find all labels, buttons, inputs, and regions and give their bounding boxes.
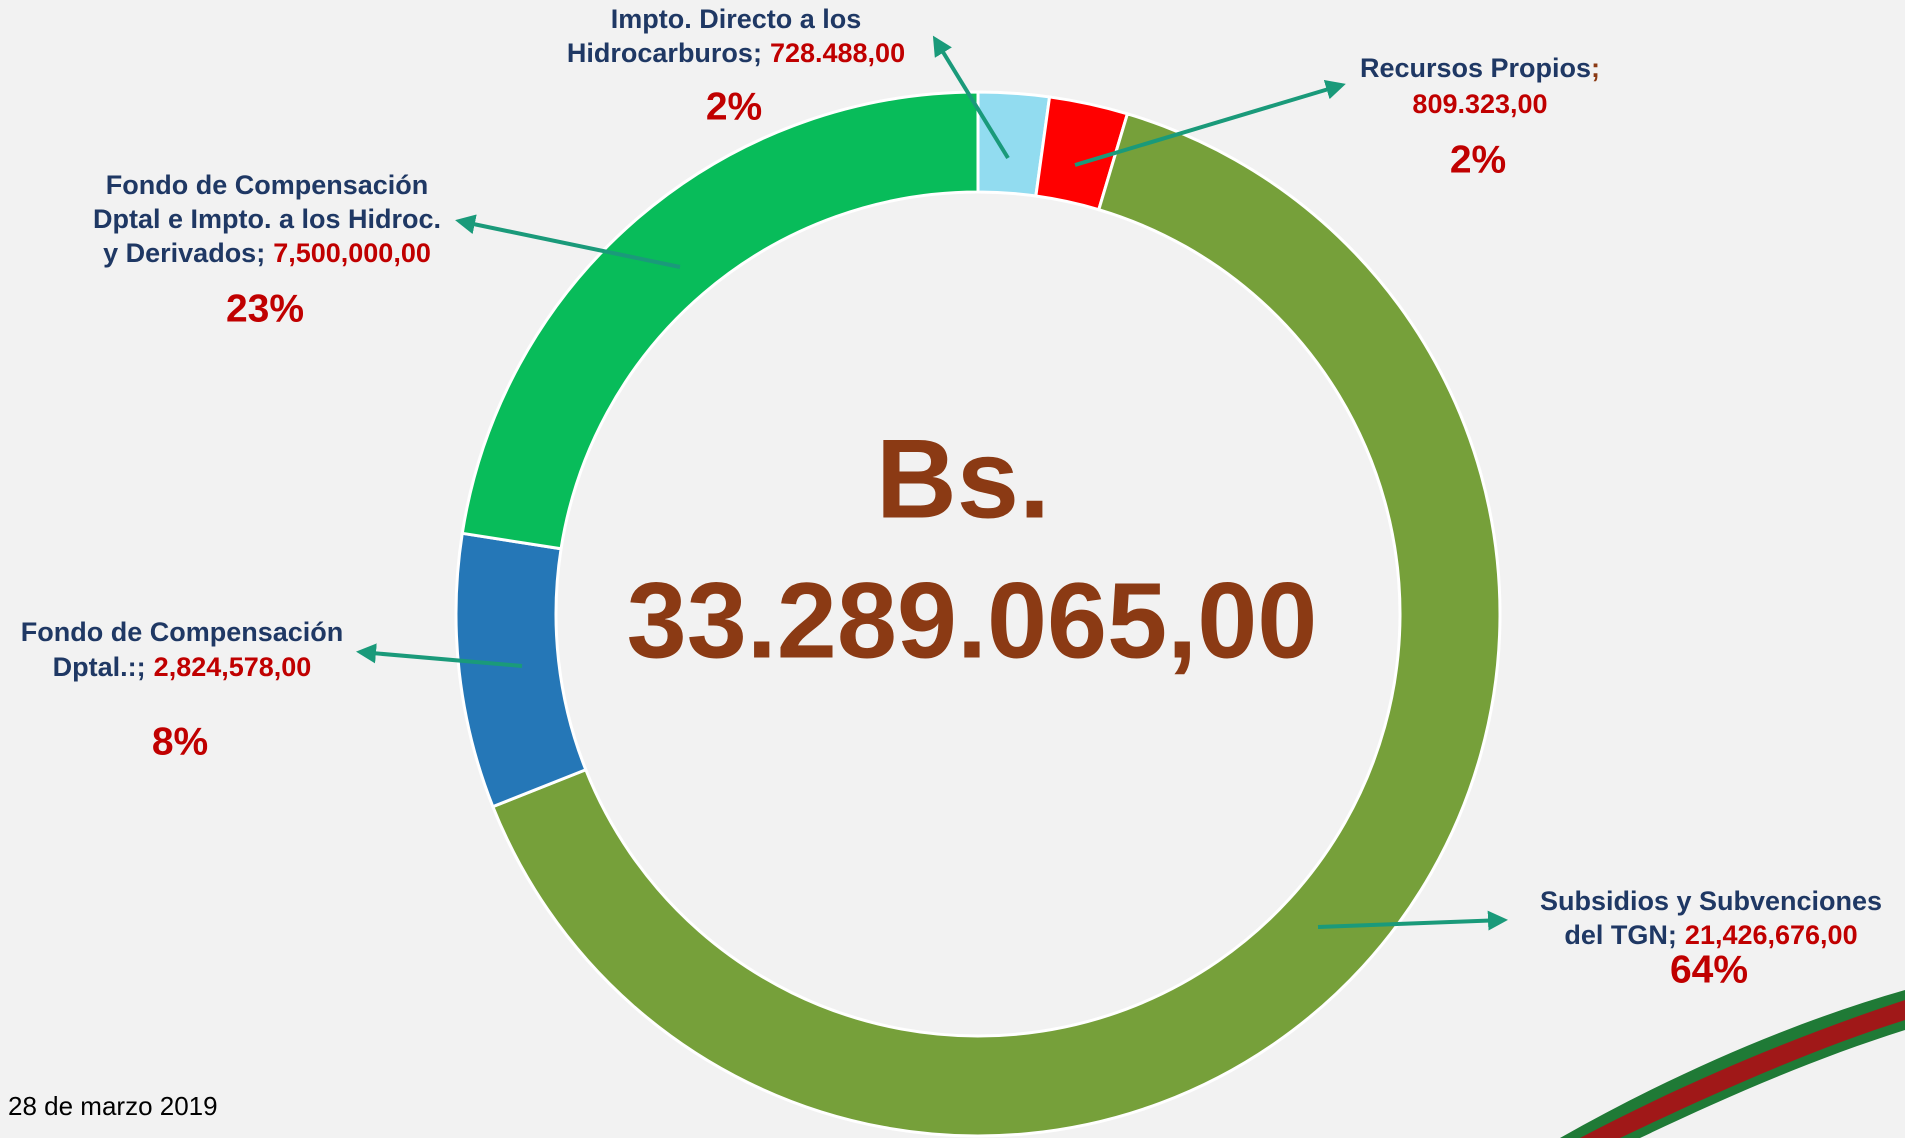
decoration — [1560, 990, 1905, 1138]
footer: 28 de marzo 2019 — [8, 1091, 218, 1121]
category-label: Fondo de Compensación — [21, 617, 344, 647]
category-name: del TGN — [1564, 920, 1668, 950]
separator: ; — [137, 652, 146, 682]
leader-arrow — [455, 214, 681, 269]
category-label: del TGN; 21,426,676,00 — [1564, 920, 1857, 950]
category-name: Dptal.: — [53, 652, 137, 682]
category-name: Dptal e Impto. a los Hidroc. — [93, 204, 441, 234]
category-label: y Derivados; 7,500,000,00 — [103, 238, 431, 268]
value-label: 728.488,00 — [770, 38, 905, 68]
category-name: Impto. Directo a los — [611, 4, 862, 34]
category-label: Impto. Directo a los — [611, 4, 862, 34]
separator: ; — [1668, 920, 1677, 950]
percent-label: 2% — [1450, 138, 1506, 181]
separator: ; — [1591, 53, 1600, 83]
center-title: Bs. — [876, 417, 1050, 542]
value-label: 21,426,676,00 — [1685, 920, 1858, 950]
percent-label: 64% — [1670, 948, 1748, 991]
category-name: Subsidios y Subvenciones — [1540, 886, 1882, 916]
category-name: Fondo de Compensación — [106, 170, 429, 200]
category-label: Recursos Propios; — [1360, 53, 1600, 83]
center-value: 33.289.065,00 — [627, 560, 1318, 681]
leader-arrow — [1317, 910, 1508, 931]
slice — [460, 90, 980, 551]
separator: ; — [753, 38, 762, 68]
category-label: Hidrocarburos; 728.488,00 — [567, 38, 905, 68]
separator: ; — [256, 238, 265, 268]
category-name: y Derivados — [103, 238, 256, 268]
category-name: Hidrocarburos — [567, 38, 753, 68]
value-label: 7,500,000,00 — [273, 238, 431, 268]
category-label: Dptal.:; 2,824,578,00 — [53, 652, 312, 682]
percent-label: 8% — [152, 720, 208, 763]
slice — [490, 111, 1502, 1138]
value-label: 809.323,00 — [1412, 89, 1547, 119]
leader-arrow — [932, 35, 1010, 160]
leader-arrow — [1074, 80, 1346, 167]
category-label: Subsidios y Subvenciones — [1540, 886, 1882, 916]
leader-arrow — [356, 643, 523, 668]
category-name: Recursos Propios — [1360, 53, 1591, 83]
percent-label: 23% — [226, 287, 304, 330]
value-label: 2,824,578,00 — [154, 652, 312, 682]
category-label: Dptal e Impto. a los Hidroc. — [93, 204, 441, 234]
category-name: Fondo de Compensación — [21, 617, 344, 647]
decoration — [1580, 1000, 1905, 1138]
category-label: Fondo de Compensación — [106, 170, 429, 200]
percent-label: 2% — [706, 85, 762, 128]
